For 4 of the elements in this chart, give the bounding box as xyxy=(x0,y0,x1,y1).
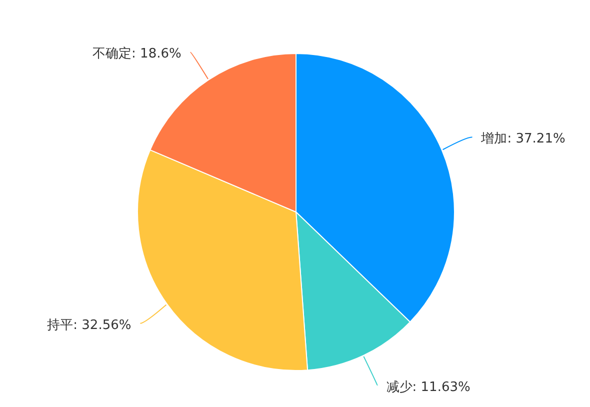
slice-label: 减少: 11.63% xyxy=(386,380,470,395)
slice-label: 增加: 37.21% xyxy=(480,131,566,146)
slice-label: 不确定: 18.6% xyxy=(92,46,182,62)
slice-label: 持平: 32.56% xyxy=(47,318,132,333)
